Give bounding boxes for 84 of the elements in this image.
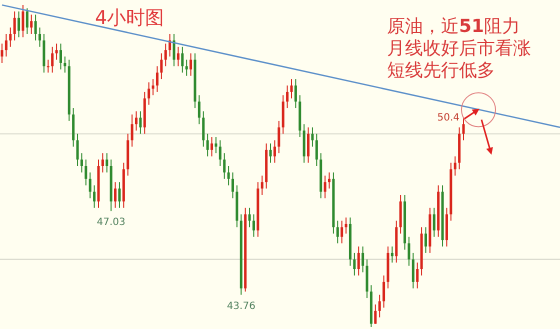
candlestick <box>148 82 150 106</box>
annotation: 50.4 <box>437 112 460 124</box>
candlestick <box>252 214 255 238</box>
candlestick <box>4 33 8 58</box>
candlestick <box>139 110 142 134</box>
candlestick <box>462 117 465 141</box>
annotation: 43.76 <box>226 300 256 312</box>
candlestick <box>30 14 33 34</box>
candlestick <box>328 172 331 190</box>
candlestick <box>160 52 163 80</box>
candlestick <box>357 246 360 276</box>
candlestick <box>294 78 297 109</box>
candlestick <box>218 140 222 166</box>
candlestick <box>206 133 209 157</box>
candlestick <box>353 252 356 276</box>
candlestick <box>80 152 83 173</box>
candlestick <box>269 142 272 164</box>
candlestick <box>156 66 158 92</box>
candlestick <box>307 126 310 164</box>
candlestick <box>9 27 12 48</box>
candlestick <box>223 152 226 180</box>
candlestick <box>46 59 50 74</box>
candlestick <box>210 136 214 157</box>
candlestick <box>76 133 79 166</box>
candlestick <box>315 133 318 166</box>
candlestick <box>390 246 394 264</box>
candlestick <box>38 27 42 48</box>
candlestick <box>185 59 188 76</box>
candlestick <box>18 10 20 38</box>
candlestick <box>190 52 192 76</box>
candlestick <box>227 166 230 186</box>
candlestick <box>181 46 184 74</box>
candlestick <box>416 262 419 289</box>
candlestick <box>176 46 180 67</box>
candlestick <box>273 140 276 164</box>
candlestick <box>336 220 339 244</box>
candlestick <box>64 56 66 74</box>
candlestick <box>290 78 293 99</box>
candlestick <box>0 43 4 64</box>
candlestick <box>101 152 104 173</box>
annotation: 原油，近51阻力 <box>387 16 520 37</box>
candlestick <box>152 78 154 96</box>
candlestick <box>378 294 381 318</box>
candlestick <box>311 126 314 148</box>
candlestick <box>26 8 28 34</box>
candlestick <box>88 172 92 199</box>
candlestick <box>344 217 348 234</box>
candlestick <box>13 10 16 41</box>
candlestick <box>134 110 138 132</box>
candlestick <box>172 33 176 67</box>
annotation: 47.03 <box>96 217 126 228</box>
candlestick <box>278 120 280 154</box>
candlestick <box>59 43 62 70</box>
candlestick <box>114 182 117 208</box>
candlestick <box>324 175 326 199</box>
annotation: 月线收好后市看涨 <box>387 38 531 59</box>
candlestick <box>454 156 456 176</box>
candlestick <box>22 4 24 38</box>
annotation: 短线先行低多 <box>387 60 495 81</box>
candlestick <box>374 304 377 324</box>
candlestick <box>55 43 58 60</box>
candlestick <box>214 136 218 154</box>
candlestick <box>248 207 251 228</box>
candlestick <box>84 159 88 186</box>
candlestick <box>382 274 386 308</box>
candlestick <box>34 14 37 41</box>
candlestick <box>362 246 364 273</box>
candlestick <box>412 252 414 289</box>
candlestick <box>424 226 428 254</box>
chart-title: 4小时图 <box>95 7 164 29</box>
candlestick <box>118 182 121 208</box>
candlestick <box>130 114 134 148</box>
candlestick <box>231 172 234 199</box>
candlestick <box>202 110 205 148</box>
candlestick <box>198 94 200 125</box>
candlestick <box>93 184 96 208</box>
candlestick <box>432 207 436 238</box>
candlestick <box>260 175 264 196</box>
candlestick <box>164 43 167 67</box>
candlestick <box>408 236 410 266</box>
candlestick <box>340 220 344 244</box>
candlestick <box>286 85 289 109</box>
candlestick <box>106 152 108 173</box>
candlestick <box>51 46 54 74</box>
